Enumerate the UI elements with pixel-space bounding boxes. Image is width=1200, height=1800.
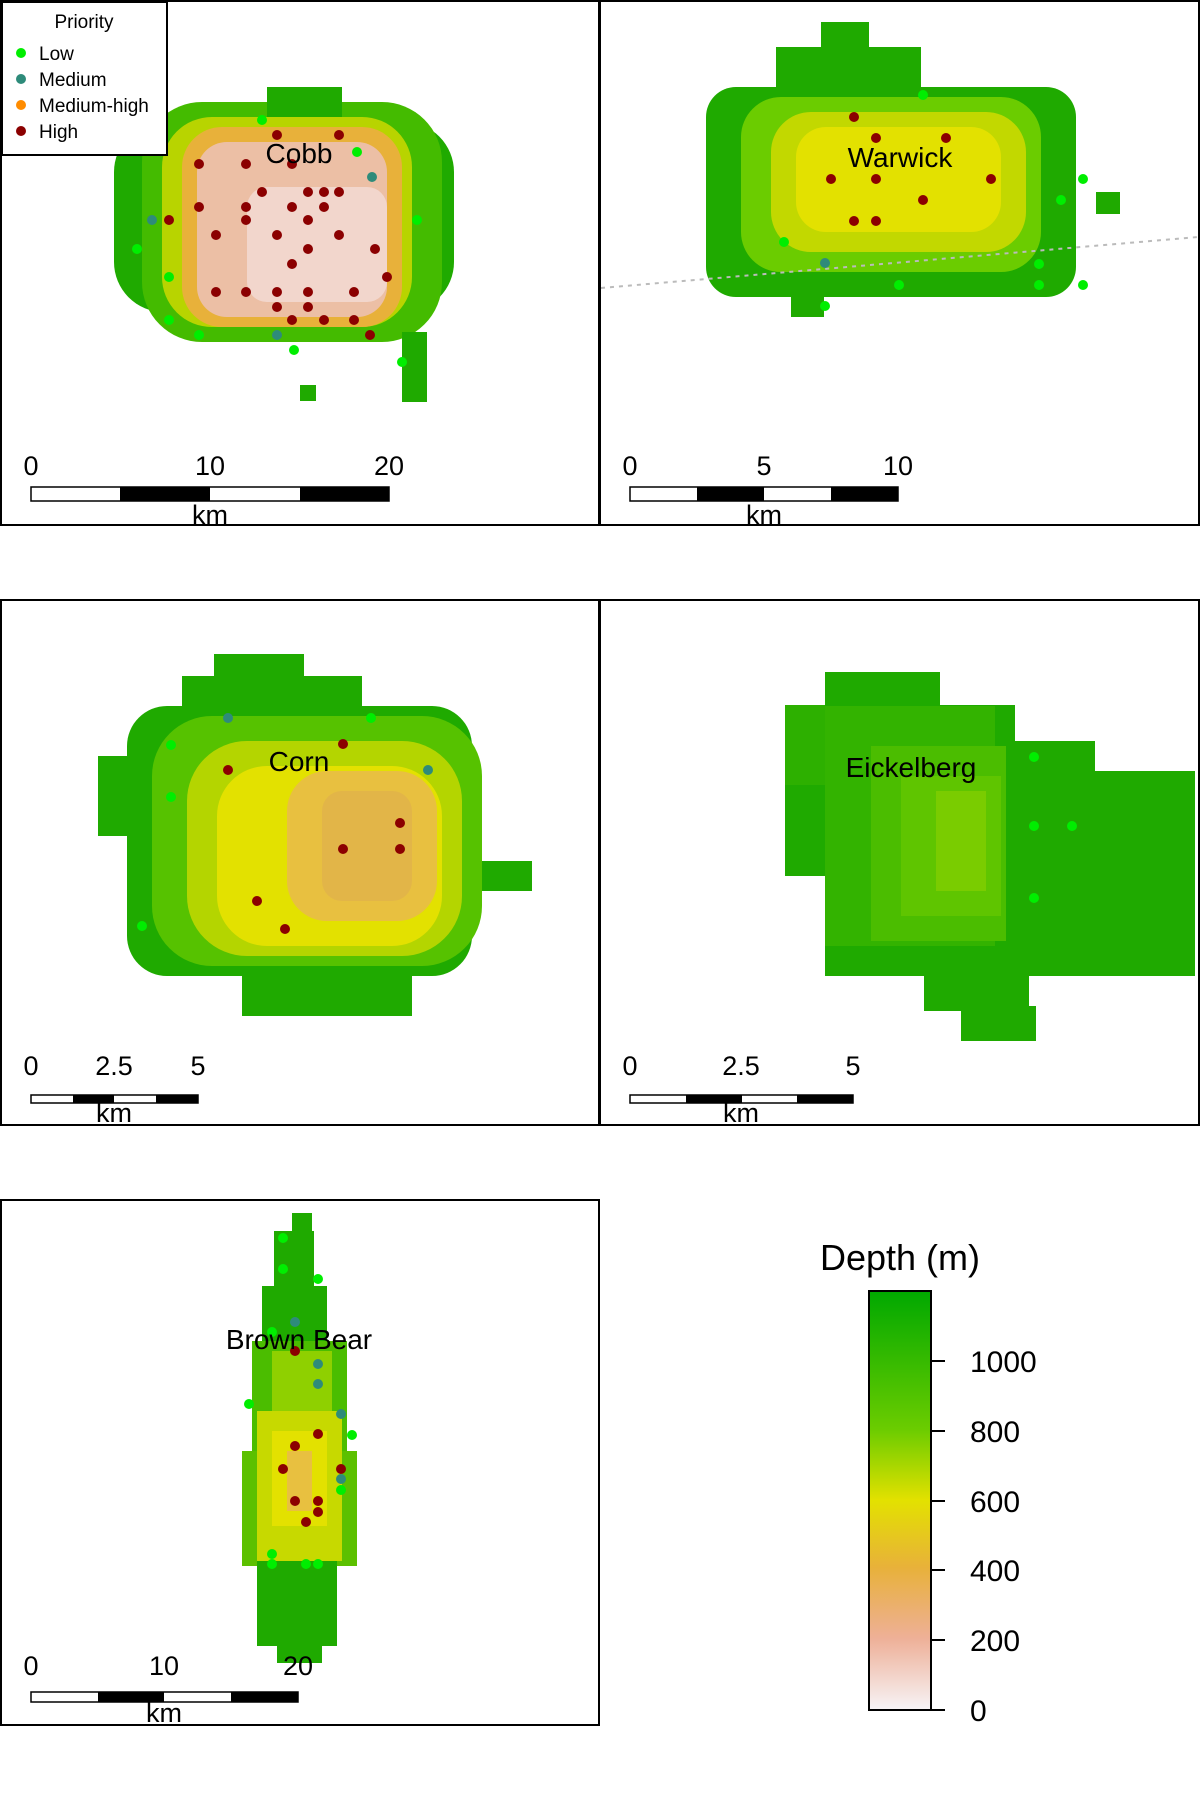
map-panel-brown-bear: Brown Bear 0 10 20 km	[0, 1199, 600, 1726]
scale-unit: km	[723, 1098, 759, 1124]
depth-raster	[98, 654, 532, 1016]
low-point	[412, 215, 422, 225]
map-panel-cobb: Cobb 0 10 20 km Priority Low Medium Medi…	[0, 0, 600, 526]
map-brown-bear: Brown Bear 0 10 20 km	[2, 1201, 598, 1724]
colorbar-title: Depth (m)	[820, 1237, 980, 1278]
colorbar-gradient	[869, 1291, 931, 1710]
legend-label: Medium	[39, 70, 107, 91]
medium-point	[367, 172, 377, 182]
seamount-label: Corn	[269, 746, 330, 777]
map-corn: Corn 0 2.5 5 km	[2, 601, 598, 1124]
depth-colorbar: Depth (m) 1000 800 600 400 200 0	[780, 1225, 1180, 1785]
scale-bar: 0 2.5 5 km	[622, 1051, 860, 1124]
medium-point	[272, 330, 282, 340]
seamount-label: Cobb	[266, 138, 333, 169]
scale-unit: km	[746, 500, 782, 524]
map-cobb: Cobb 0 10 20 km Priority Low Medium Medi…	[2, 2, 598, 524]
scale-tick: 10	[883, 451, 913, 481]
medium-point	[147, 215, 157, 225]
low-point	[132, 244, 142, 254]
scale-tick: 5	[190, 1051, 205, 1081]
scale-tick: 5	[756, 451, 771, 481]
colorbar-tick: 800	[970, 1416, 1020, 1449]
scale-tick: 0	[622, 451, 637, 481]
low-point	[289, 345, 299, 355]
low-point	[164, 315, 174, 325]
colorbar-tick: 1000	[970, 1346, 1037, 1379]
seamount-label: Eickelberg	[846, 752, 977, 783]
legend-label: Low	[39, 44, 74, 65]
scale-bar: 0 2.5 5 km	[23, 1051, 205, 1124]
colorbar-tick: 600	[970, 1486, 1020, 1519]
scale-tick: 2.5	[722, 1051, 760, 1081]
legend-swatch-low	[16, 48, 26, 58]
scale-bar: 0 10 20 km	[23, 451, 404, 524]
low-point	[164, 272, 174, 282]
colorbar-tick: 200	[970, 1625, 1020, 1658]
scale-tick: 2.5	[95, 1051, 133, 1081]
legend-title: Priority	[54, 12, 114, 33]
low-point	[352, 147, 362, 157]
scale-tick: 20	[374, 451, 404, 481]
depth-raster	[242, 1213, 357, 1663]
colorbar-tick: 0	[970, 1695, 987, 1728]
legend-swatch-medium	[16, 74, 26, 84]
scale-bar: 0 5 10 km	[622, 451, 913, 524]
seamount-label: Brown Bear	[226, 1324, 372, 1355]
scale-tick: 0	[23, 451, 38, 481]
scale-unit: km	[146, 1698, 182, 1724]
map-panel-eickelberg: Eickelberg 0 2.5 5 km	[599, 599, 1200, 1126]
legend-swatch-medium-high	[16, 100, 26, 110]
scale-tick: 0	[23, 1651, 38, 1681]
map-warwick: Warwick 0 5 10 km	[601, 2, 1198, 524]
low-point	[194, 330, 204, 340]
seamount-label: Warwick	[848, 142, 954, 173]
scale-tick: 20	[283, 1651, 313, 1681]
scale-tick: 10	[195, 451, 225, 481]
map-eickelberg: Eickelberg 0 2.5 5 km	[601, 601, 1198, 1124]
legend-swatch-high	[16, 126, 26, 136]
scale-tick: 0	[622, 1051, 637, 1081]
priority-legend: Priority Low Medium Medium-high High	[2, 2, 167, 155]
scale-unit: km	[96, 1098, 132, 1124]
low-point	[257, 115, 267, 125]
map-panel-corn: Corn 0 2.5 5 km	[0, 599, 600, 1126]
scale-tick: 0	[23, 1051, 38, 1081]
legend-label: Medium-high	[39, 96, 149, 117]
map-panel-warwick: Warwick 0 5 10 km	[599, 0, 1200, 526]
scale-tick: 10	[149, 1651, 179, 1681]
low-point	[397, 357, 407, 367]
depth-raster	[785, 672, 1195, 1041]
legend-label: High	[39, 122, 78, 143]
scale-unit: km	[192, 500, 228, 524]
scale-tick: 5	[845, 1051, 860, 1081]
colorbar-tick: 400	[970, 1555, 1020, 1588]
scale-bar: 0 10 20 km	[23, 1651, 313, 1724]
